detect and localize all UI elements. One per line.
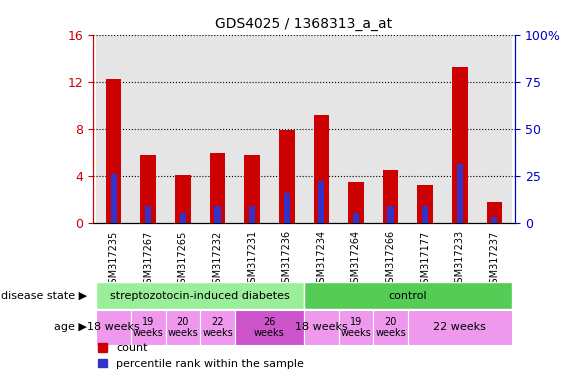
Bar bbox=[304, 35, 338, 223]
Bar bbox=[491, 217, 498, 223]
Bar bbox=[110, 174, 117, 223]
Bar bbox=[422, 206, 428, 223]
Bar bbox=[166, 35, 200, 223]
Bar bbox=[477, 35, 512, 223]
Bar bbox=[175, 174, 191, 223]
Text: 20
weeks: 20 weeks bbox=[375, 316, 406, 338]
Bar bbox=[338, 35, 373, 223]
Text: 18 weeks: 18 weeks bbox=[87, 322, 140, 333]
Bar bbox=[166, 310, 200, 345]
Text: 22 weeks: 22 weeks bbox=[434, 322, 486, 333]
Text: age ▶: age ▶ bbox=[55, 322, 87, 333]
Bar bbox=[180, 214, 186, 223]
Title: GDS4025 / 1368313_a_at: GDS4025 / 1368313_a_at bbox=[216, 17, 392, 31]
Text: streptozotocin-induced diabetes: streptozotocin-induced diabetes bbox=[110, 291, 290, 301]
Bar bbox=[131, 310, 166, 345]
Bar bbox=[235, 310, 304, 345]
Text: disease state ▶: disease state ▶ bbox=[1, 291, 87, 301]
Bar bbox=[284, 193, 290, 223]
Bar bbox=[96, 35, 131, 223]
Text: 26
weeks: 26 weeks bbox=[254, 316, 285, 338]
Bar bbox=[279, 130, 294, 223]
Bar bbox=[209, 153, 225, 223]
Bar bbox=[96, 282, 304, 309]
Bar bbox=[200, 310, 235, 345]
Bar bbox=[408, 35, 443, 223]
Bar bbox=[353, 214, 359, 223]
Bar bbox=[486, 202, 502, 223]
Bar bbox=[373, 310, 408, 345]
Bar bbox=[452, 68, 467, 223]
Text: 22
weeks: 22 weeks bbox=[202, 316, 233, 338]
Bar bbox=[270, 35, 304, 223]
Bar bbox=[106, 79, 122, 223]
Bar bbox=[215, 206, 221, 223]
Bar bbox=[145, 206, 151, 223]
Bar bbox=[141, 154, 156, 223]
Bar bbox=[443, 35, 477, 223]
Bar bbox=[200, 35, 235, 223]
Text: 19
weeks: 19 weeks bbox=[133, 316, 164, 338]
Bar bbox=[373, 35, 408, 223]
Bar bbox=[408, 310, 512, 345]
Text: 18 weeks: 18 weeks bbox=[295, 322, 348, 333]
Text: 20
weeks: 20 weeks bbox=[168, 316, 198, 338]
Text: control: control bbox=[388, 291, 427, 301]
Bar bbox=[457, 164, 463, 223]
Bar bbox=[96, 310, 131, 345]
Bar bbox=[131, 35, 166, 223]
Bar bbox=[304, 282, 512, 309]
Text: 19
weeks: 19 weeks bbox=[341, 316, 372, 338]
Bar bbox=[387, 206, 394, 223]
Bar bbox=[249, 206, 255, 223]
Bar bbox=[348, 182, 364, 223]
Bar bbox=[318, 181, 324, 223]
Bar bbox=[244, 154, 260, 223]
Bar bbox=[338, 310, 373, 345]
Bar bbox=[383, 170, 399, 223]
Bar bbox=[314, 114, 329, 223]
Bar bbox=[304, 310, 338, 345]
Bar bbox=[417, 185, 433, 223]
Legend: count, percentile rank within the sample: count, percentile rank within the sample bbox=[99, 343, 304, 369]
Bar bbox=[235, 35, 270, 223]
